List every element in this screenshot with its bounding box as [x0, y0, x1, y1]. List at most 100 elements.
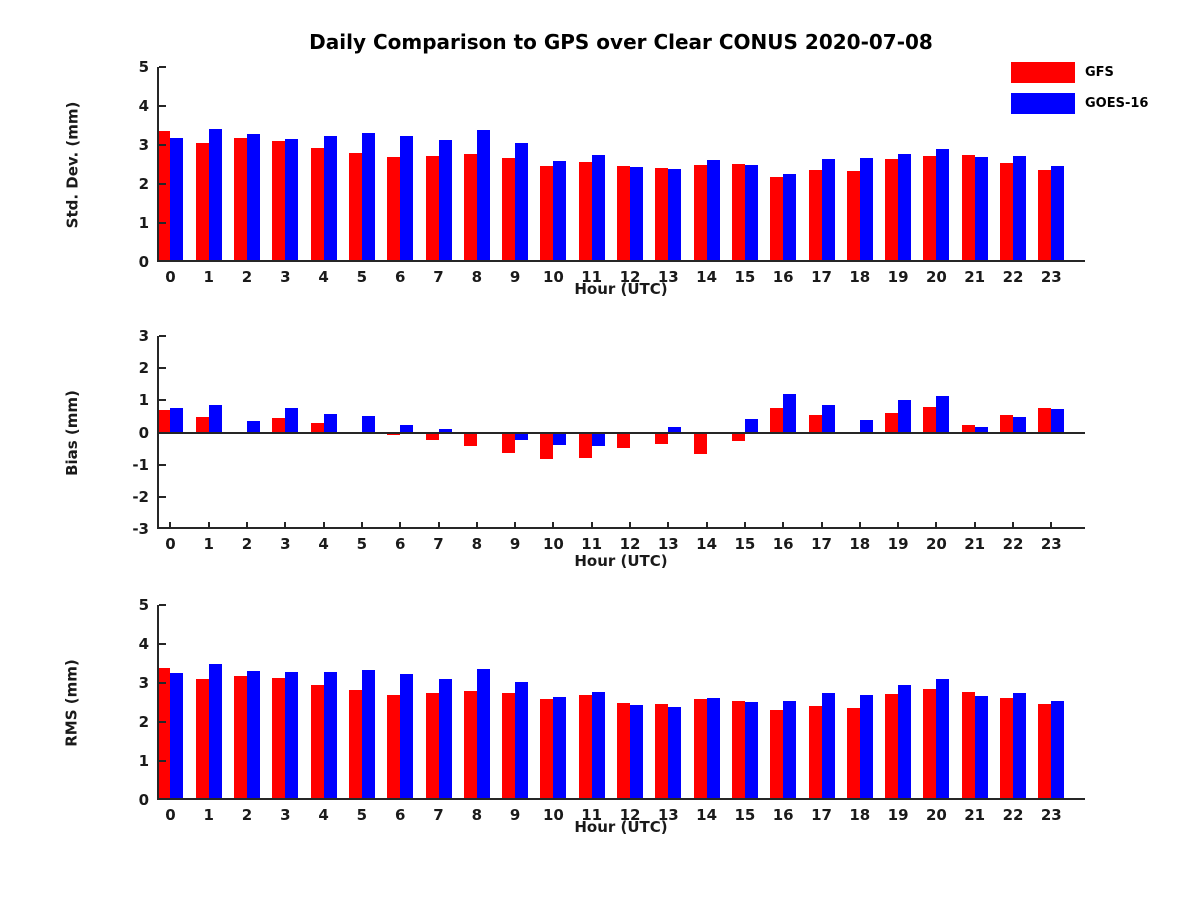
- std-dev-bar-goes16-h10: [553, 160, 567, 262]
- bias-bar-goes16-h3: [285, 408, 299, 433]
- bias-xtick-label: 21: [964, 535, 986, 553]
- std-dev-bar-goes16-h23: [1051, 166, 1065, 262]
- std-dev-xtick-label: 1: [203, 268, 214, 286]
- rms-bar-goes16-h0: [170, 672, 184, 800]
- bias-xtick-mark: [399, 522, 402, 529]
- bias-xtick-mark: [437, 522, 440, 529]
- bias-xtick-label: 2: [241, 535, 253, 553]
- std-dev-xtick-label: 5: [356, 268, 368, 286]
- legend-goes16-swatch: [1011, 93, 1075, 114]
- std-dev-bar-goes16-h4: [323, 136, 337, 262]
- rms-bar-goes16-h13: [668, 707, 682, 800]
- std-dev-bar-gfs-h12: [617, 166, 630, 262]
- bias-xtick-label: 4: [318, 535, 329, 553]
- bias-xtick-label: 19: [887, 535, 909, 553]
- rms-bar-gfs-h18: [846, 708, 860, 800]
- stddev-bottom-spine: [157, 260, 1085, 262]
- rms-ytick-label: 2: [138, 713, 149, 731]
- std-dev-ytick-mark: [159, 183, 166, 185]
- bias-xtick-label: 15: [734, 535, 756, 553]
- bias-xtick-mark: [169, 522, 172, 529]
- rms-xtick-label: 0: [165, 806, 176, 824]
- rms-bar-gfs-h3: [272, 677, 286, 800]
- std-dev-bar-gfs-h1: [195, 143, 209, 262]
- std-dev-bar-goes16-h22: [1013, 156, 1026, 262]
- rms-xtick-label: 18: [849, 806, 871, 824]
- rms-xtick-label: 5: [356, 806, 368, 824]
- rms-ytick-label: 1: [138, 752, 149, 770]
- legend-goes16-label: GOES-16: [1085, 96, 1149, 111]
- rms-bar-gfs-h1: [195, 679, 209, 800]
- std-dev-ytick-label: 0: [138, 253, 149, 271]
- bias-xtick-mark: [552, 522, 555, 529]
- bias-bar-goes16-h21: [974, 427, 988, 433]
- bias-ytick-label: 3: [138, 327, 149, 345]
- bias-bar-gfs-h21: [961, 424, 975, 433]
- std-dev-bar-goes16-h1: [208, 128, 222, 262]
- bias-xtick-label: 7: [433, 535, 444, 553]
- bias-bar-gfs-h22: [1000, 414, 1013, 433]
- bias-ytick-mark: [159, 367, 166, 370]
- std-dev-xtick-label: 6: [394, 268, 406, 286]
- std-dev-ytick-mark: [159, 222, 166, 224]
- bias-bar-gfs-h15: [731, 432, 745, 442]
- rms-bar-goes16-h15: [744, 701, 758, 800]
- rms-bar-goes16-h14: [706, 697, 720, 800]
- rms-bar-gfs-h9: [502, 692, 516, 800]
- rms-xtick-label: 8: [471, 806, 483, 824]
- rms-xtick-label: 14: [696, 806, 718, 824]
- rms-xtick-label: 1: [203, 806, 214, 824]
- bias-bar-gfs-h1: [195, 417, 209, 433]
- rms-bar-gfs-h23: [1038, 703, 1052, 800]
- rms-xtick-label: 12: [619, 806, 641, 824]
- rms-xtick-label: 15: [734, 806, 756, 824]
- bias-bottom-spine: [157, 527, 1085, 529]
- bias-plot: Bias (mm) Hour (UTC) -3 -2 -1 0 1 2 3 0 1 2 3 4 5 6 7 8…: [63, 327, 1085, 570]
- bias-xtick-mark: [935, 522, 938, 529]
- bias-bar-goes16-h16: [783, 394, 797, 433]
- rms-bar-goes16-h1: [208, 663, 222, 800]
- rms-bar-goes16-h6: [400, 673, 414, 800]
- bias-ytick-mark: [159, 399, 166, 402]
- bias-xtick-label: 9: [509, 535, 521, 553]
- bias-bar-gfs-h19: [885, 412, 899, 433]
- rms-bar-gfs-h11: [578, 695, 592, 800]
- std-dev-bar-goes16-h0: [170, 138, 184, 262]
- bias-bar-gfs-h16: [770, 408, 784, 433]
- rms-bottom-spine: [157, 798, 1085, 800]
- std-dev-xtick-label: 10: [542, 268, 564, 286]
- rms-bar-goes16-h4: [323, 672, 337, 800]
- bias-xtick-mark: [629, 522, 631, 529]
- bias-bar-goes16-h2: [247, 421, 260, 433]
- std-dev-bar-gfs-h3: [272, 141, 286, 262]
- std-dev-xtick-label: 19: [887, 268, 909, 286]
- std-dev-bar-gfs-h11: [578, 161, 592, 262]
- bias-ytick-label: 2: [138, 359, 149, 378]
- rms-bar-gfs-h5: [348, 690, 362, 800]
- bias-ytick-label: 1: [138, 391, 149, 410]
- std-dev-xtick-label: 12: [619, 268, 641, 286]
- std-dev-bar-gfs-h23: [1038, 170, 1052, 262]
- rms-xtick-label: 16: [772, 806, 794, 824]
- std-dev-bar-goes16-h9: [515, 143, 529, 262]
- rms-ytick-mark: [159, 604, 166, 606]
- rms-ytick-label: 3: [138, 674, 149, 692]
- bias-bar-goes16-h13: [668, 426, 682, 433]
- bias-xtick-label: 1: [203, 535, 214, 553]
- bias-bar-goes16-h23: [1051, 409, 1065, 433]
- std-dev-bar-goes16-h17: [821, 159, 835, 262]
- bias-xtick-mark: [284, 522, 287, 529]
- rms-ytick-label: 5: [138, 596, 149, 614]
- std-dev-bar-goes16-h5: [361, 133, 375, 262]
- bias-xtick-mark: [1012, 522, 1014, 529]
- figure-title: Daily Comparison to GPS over Clear CONUS…: [309, 30, 933, 54]
- std-dev-bar-gfs-h20: [923, 155, 937, 262]
- bias-ytick-label: 0: [138, 423, 149, 442]
- bias-bar-gfs-h9: [502, 432, 516, 454]
- bias-y-axis-label: Bias (mm): [63, 389, 82, 476]
- bias-xtick-label: 11: [581, 535, 603, 553]
- rms-bar-gfs-h14: [693, 699, 707, 800]
- bias-ytick-label: -3: [132, 520, 149, 538]
- bias-xtick-label: 22: [1002, 535, 1024, 553]
- rms-y-axis-label: RMS (mm): [63, 658, 82, 747]
